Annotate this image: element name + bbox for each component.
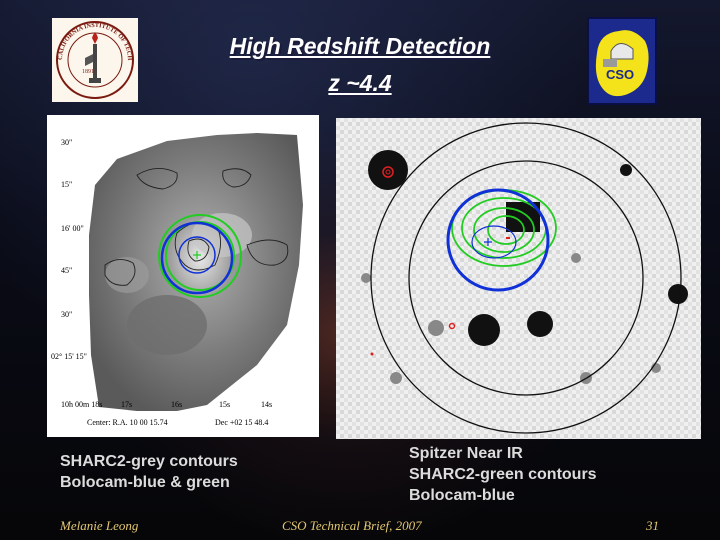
caption-line: Bolocam-blue — [409, 487, 515, 504]
bolocam-blue-circle — [160, 221, 234, 295]
caption-line: SHARC2-green contours — [409, 466, 597, 483]
left-x-tick: 16s — [171, 400, 182, 409]
caption-line: Spitzer Near IR — [409, 445, 523, 462]
center-coordinate-label: Center: R.A. 10 00 15.74 — [87, 418, 168, 427]
caltech-year: 1891 — [82, 69, 94, 75]
slide-subtitle: z ~4.4 — [328, 70, 392, 96]
left-x-tick: 14s — [261, 400, 272, 409]
spitzer-near-ir-panel — [336, 118, 701, 439]
left-y-tick: 45" — [61, 266, 72, 275]
caption-line: Bolocam-blue & green — [60, 474, 230, 491]
left-y-tick: 16' 00" — [61, 224, 84, 233]
left-x-tick: 15s — [219, 400, 230, 409]
left-x-tick: 17s — [121, 400, 132, 409]
left-y-tick: 02° 15' 15" — [51, 352, 87, 361]
left-x-tick: 10h 00m 18s — [61, 400, 102, 409]
right-caption: Spitzer Near IR SHARC2-green contours Bo… — [409, 443, 689, 506]
cso-text: CSO — [606, 67, 634, 82]
bolocam-blue-circle — [446, 188, 550, 292]
caption-line: SHARC2-grey contours — [60, 453, 238, 470]
left-caption: SHARC2-grey contours Bolocam-blue & gree… — [60, 451, 310, 493]
caltech-logo: 1891 CALIFORNIA INSTITUTE OF TECHNOLOGY — [50, 13, 138, 102]
dec-coordinate-label: Dec +02 15 48.4 — [215, 418, 268, 427]
slide-title: High Redshift Detection — [229, 33, 491, 59]
sharc2-map-panel: 30" 15" 16' 00" 45" 30" 02° 15' 15" 10h … — [47, 115, 319, 437]
bolocam-green-outer-circle — [158, 214, 242, 298]
left-y-tick: 30" — [61, 310, 72, 319]
page-number: 31 — [646, 518, 659, 533]
footer-brief: CSO Technical Brief, 2007 — [282, 518, 422, 533]
footer-author: Melanie Leong — [60, 518, 139, 533]
left-y-tick: 30" — [61, 138, 72, 147]
cso-logo: CSO — [587, 17, 657, 105]
left-y-tick: 15" — [61, 180, 72, 189]
